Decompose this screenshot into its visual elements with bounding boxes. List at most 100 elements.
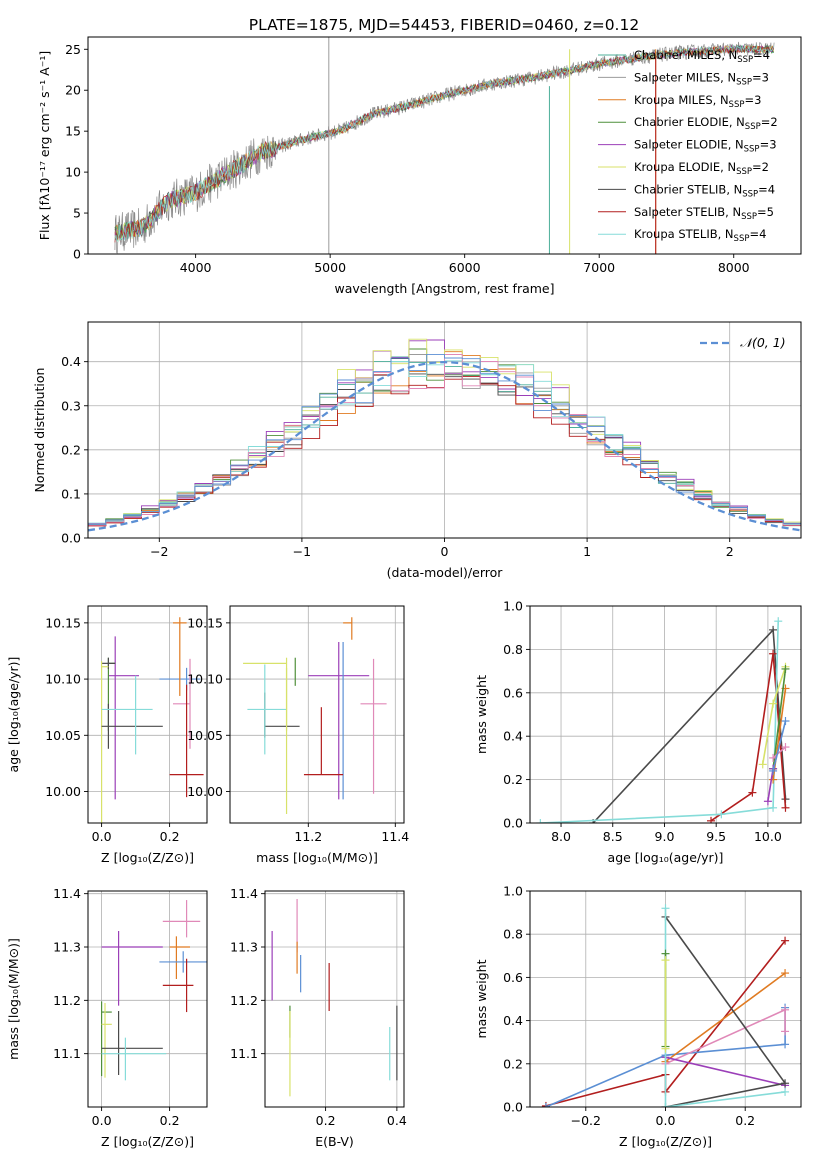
y-tick-label: 10.15 xyxy=(45,615,81,630)
axes-frame xyxy=(87,890,208,1108)
y-tick-label: 10 xyxy=(65,165,81,180)
normal-reference-curve xyxy=(88,360,801,532)
legend-label: Kroupa ELODIE, NSSP=2 xyxy=(634,160,769,177)
x-tick-label: 0.0 xyxy=(92,1113,112,1128)
x-axis-label: Z [log₁₀(Z/Z⊙)] xyxy=(101,1134,194,1149)
y-tick-label: 11.3 xyxy=(230,940,258,955)
legend-count: =4 xyxy=(753,48,770,62)
y-tick-label: 11.3 xyxy=(53,940,81,955)
weight-line-5 xyxy=(772,668,787,769)
errorbar-group xyxy=(271,899,398,1097)
x-tick-label: 0 xyxy=(441,544,449,559)
y-tick-label: 0.4 xyxy=(61,354,81,369)
x-tick-label: 0.0 xyxy=(92,829,112,844)
x-tick-label: 1 xyxy=(583,544,591,559)
weight-line-5 xyxy=(664,916,787,1107)
legend-count: =2 xyxy=(761,115,778,129)
x-tick-label: −0.2 xyxy=(571,1113,601,1128)
legend-name: Salpeter ELODIE, N xyxy=(634,138,744,152)
axes-frame xyxy=(87,605,208,824)
x-tick-label: 0.4 xyxy=(387,1113,407,1128)
legend-count: =3 xyxy=(744,93,761,107)
errorbar-group xyxy=(100,617,204,823)
legend-label: Chabrier STELIB, NSSP=4 xyxy=(634,182,775,199)
y-axis-label: mass [log₁₀(M/M⊙)] xyxy=(6,938,21,1060)
x-tick-label: 0.2 xyxy=(160,1113,180,1128)
model-spectrum-8 xyxy=(114,44,774,243)
y-tick-label: 10.00 xyxy=(187,784,223,799)
x-tick-label: 0.2 xyxy=(316,1113,336,1128)
x-tick-label: 9.0 xyxy=(655,829,675,844)
y-tick-label: 0.1 xyxy=(61,486,81,501)
figure-title: PLATE=1875, MJD=54453, FIBERID=0460, z=0… xyxy=(249,16,639,34)
x-axis-label: Z [log₁₀(Z/Z⊙)] xyxy=(101,850,194,865)
y-tick-label: 0.6 xyxy=(503,970,523,985)
legend-sub: SSP xyxy=(736,167,752,177)
x-tick-label: 8000 xyxy=(718,260,750,275)
y-tick-label: 11.4 xyxy=(53,886,81,901)
y-tick-label: 0.0 xyxy=(61,531,81,546)
legend-sub: SSP xyxy=(737,55,753,65)
legend-name: Salpeter MILES, N xyxy=(634,70,736,84)
x-tick-label: 2 xyxy=(726,544,734,559)
legend-count: =4 xyxy=(749,227,766,241)
x-axis-label: (data-model)/error xyxy=(387,565,504,580)
x-tick-label: 7000 xyxy=(583,260,615,275)
errorbar-group xyxy=(100,900,207,1081)
y-tick-label: 11.4 xyxy=(230,886,258,901)
y-tick-label: 0.2 xyxy=(61,442,81,457)
x-tick-label: −2 xyxy=(150,544,168,559)
axes-frame xyxy=(87,36,802,255)
legend-count: =5 xyxy=(757,205,774,219)
weight-line-2 xyxy=(540,621,779,823)
y-tick-label: 0.8 xyxy=(503,642,523,657)
y-tick-label: 10.05 xyxy=(45,728,81,743)
y-tick-label: 10.05 xyxy=(187,728,223,743)
weight-line-4 xyxy=(665,1056,786,1087)
y-axis-label: Flux [fλ10⁻¹⁷ erg cm⁻² s⁻¹ A⁻¹] xyxy=(37,51,52,240)
y-axis-label: mass weight xyxy=(474,959,489,1038)
x-tick-label: −1 xyxy=(293,544,311,559)
y-tick-label: 0.4 xyxy=(503,729,523,744)
legend-sub: SSP xyxy=(745,122,761,132)
legend-sub: SSP xyxy=(744,145,760,155)
legend-name: Salpeter STELIB, N xyxy=(634,205,741,219)
legend-label: Salpeter STELIB, NSSP=5 xyxy=(634,205,774,222)
model-spectrum-4 xyxy=(114,44,774,240)
hist-legend-label: 𝒩(0, 1) xyxy=(740,335,786,350)
y-axis-label: age [log₁₀(age/yr)] xyxy=(6,657,21,773)
legend-name: Chabrier STELIB, N xyxy=(634,182,742,196)
y-tick-label: 1.0 xyxy=(503,599,523,614)
x-tick-label: 0.2 xyxy=(735,1113,755,1128)
x-axis-label: E(B-V) xyxy=(315,1134,354,1149)
errorbar-group xyxy=(243,617,387,815)
legend-label: Kroupa STELIB, NSSP=4 xyxy=(634,227,766,244)
spectra-group xyxy=(114,37,775,254)
weights-group xyxy=(536,617,790,823)
y-tick-label: 10.15 xyxy=(187,615,223,630)
x-tick-label: 8.5 xyxy=(603,829,623,844)
weight-line-6 xyxy=(767,768,774,802)
y-tick-label: 11.1 xyxy=(230,1046,258,1061)
legend-count: =3 xyxy=(752,70,769,84)
legend-sub: SSP xyxy=(734,234,750,244)
y-tick-label: 0.2 xyxy=(503,772,523,787)
y-axis-label: mass weight xyxy=(474,675,489,754)
y-tick-label: 0.4 xyxy=(503,1013,523,1028)
legend-name: Kroupa STELIB, N xyxy=(634,227,734,241)
y-tick-label: 11.2 xyxy=(230,993,258,1008)
legend-name: Kroupa MILES, N xyxy=(634,93,729,107)
legend-name: Kroupa ELODIE, N xyxy=(634,160,736,174)
legend-sub: SSP xyxy=(741,212,757,222)
weight-line-7 xyxy=(772,746,787,759)
y-axis-label: Normed distribution xyxy=(32,368,47,493)
y-tick-label: 0.0 xyxy=(503,1100,523,1115)
weights-group xyxy=(541,904,790,1107)
legend-sub: SSP xyxy=(736,77,752,87)
x-axis-label: Z [log₁₀(Z/Z⊙)] xyxy=(619,1134,712,1149)
axes-frame xyxy=(529,605,802,824)
weight-line-0 xyxy=(592,628,787,823)
x-tick-label: 5000 xyxy=(314,260,346,275)
